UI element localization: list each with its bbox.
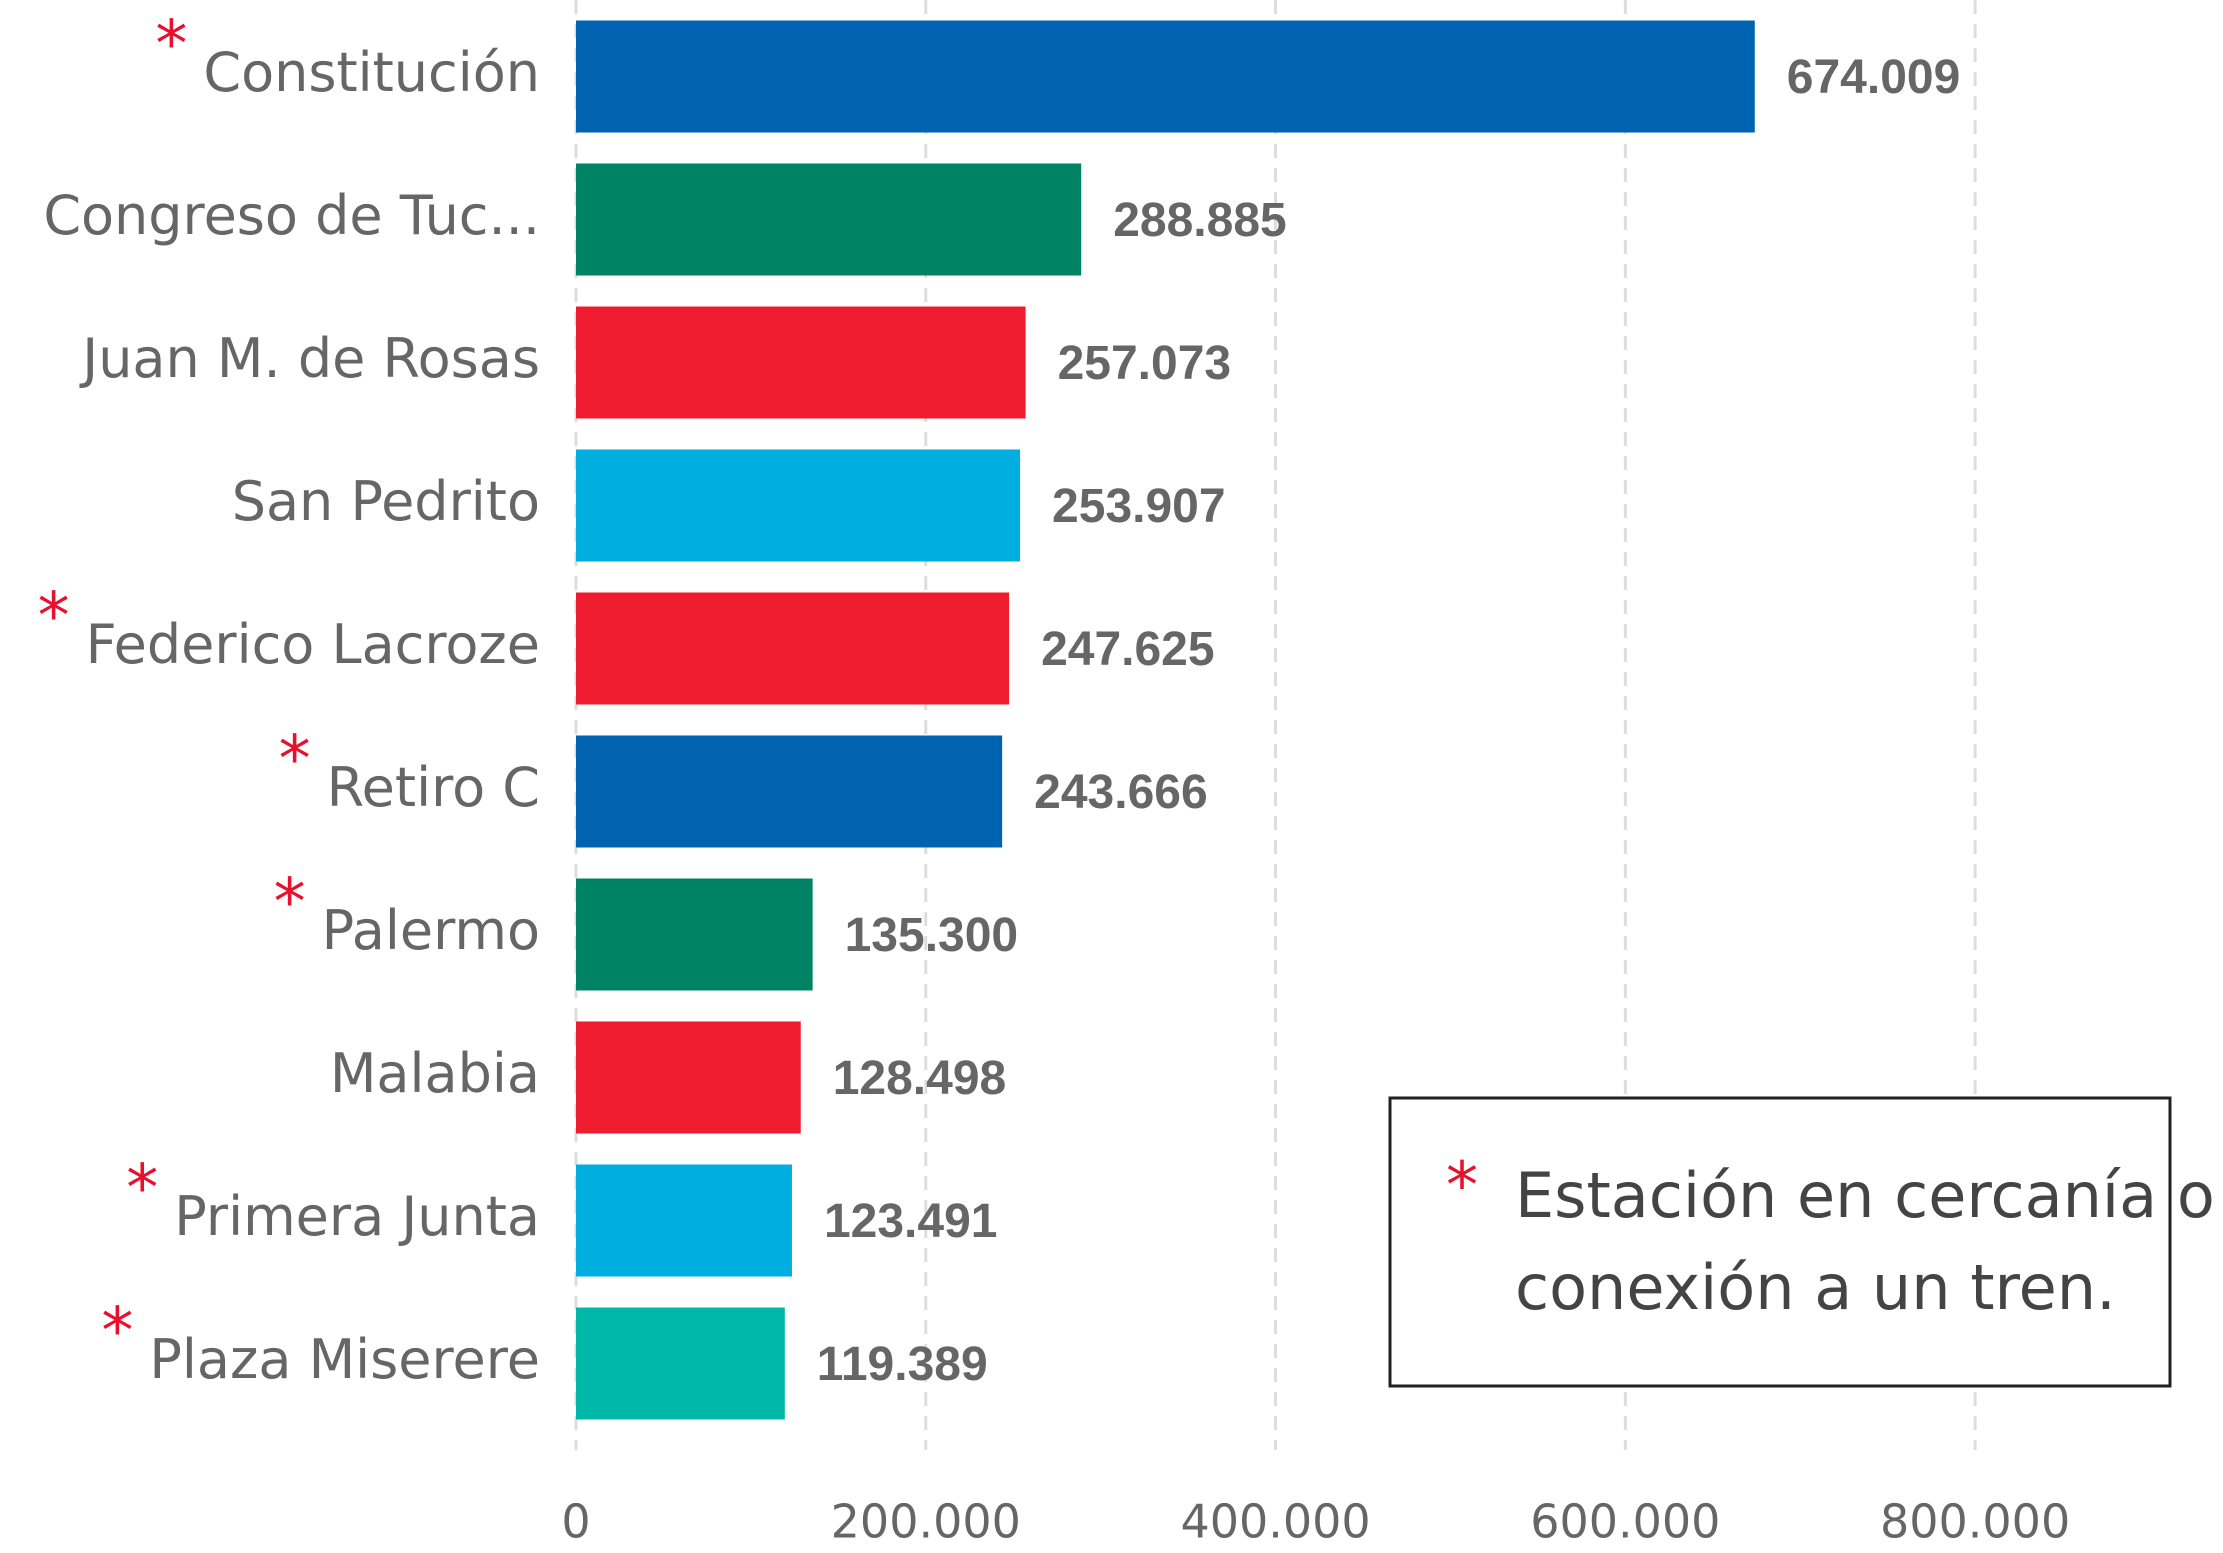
x-tick-label: 0 bbox=[561, 1495, 590, 1549]
bar bbox=[576, 592, 1010, 705]
bar bbox=[576, 1164, 792, 1277]
marker: * bbox=[126, 1152, 158, 1226]
value-label: 128.498 bbox=[833, 1052, 1007, 1105]
y-tick-label: Palermo bbox=[322, 899, 540, 962]
bar bbox=[576, 1307, 785, 1420]
marker: * bbox=[155, 8, 187, 82]
legend-text: Estación en cercanía o con bbox=[1515, 1159, 2223, 1232]
value-label: 119.389 bbox=[817, 1338, 988, 1391]
bar bbox=[576, 735, 1003, 848]
bar bbox=[576, 20, 1755, 133]
marker: * bbox=[279, 723, 311, 797]
value-label: 674.009 bbox=[1787, 51, 1961, 104]
x-tick-label: 400.000 bbox=[1180, 1495, 1370, 1549]
value-label: 288.885 bbox=[1113, 194, 1287, 247]
y-tick-label: Primera Junta bbox=[174, 1185, 540, 1248]
y-tick-label: Federico Lacroze bbox=[86, 613, 540, 676]
bar bbox=[576, 1021, 801, 1134]
y-tick-label: Plaza Miserere bbox=[149, 1328, 540, 1391]
x-tick-label: 800.000 bbox=[1880, 1495, 2070, 1549]
y-tick-label: Constitución bbox=[203, 41, 540, 104]
value-label: 123.491 bbox=[824, 1195, 998, 1248]
bar bbox=[576, 163, 1082, 276]
legend-marker: * bbox=[1446, 1150, 1478, 1224]
value-label: 135.300 bbox=[845, 909, 1019, 962]
value-label: 253.907 bbox=[1052, 480, 1226, 533]
bar bbox=[576, 306, 1026, 419]
y-tick-label: Congreso de Tuc... bbox=[43, 184, 540, 247]
x-tick-label: 600.000 bbox=[1530, 1495, 1720, 1549]
y-tick-label: Juan M. de Rosas bbox=[79, 327, 540, 390]
legend-box bbox=[1388, 1096, 2172, 1388]
marker: * bbox=[274, 866, 306, 940]
bar bbox=[576, 449, 1021, 562]
value-label: 247.625 bbox=[1041, 623, 1215, 676]
marker: * bbox=[38, 580, 70, 654]
marker: * bbox=[101, 1295, 133, 1369]
bar bbox=[576, 878, 813, 991]
y-tick-label: Retiro C bbox=[327, 756, 540, 819]
x-tick-label: 200.000 bbox=[831, 1495, 1021, 1549]
value-label: 257.073 bbox=[1058, 337, 1232, 390]
value-label: 243.666 bbox=[1034, 766, 1208, 819]
y-tick-label: Malabia bbox=[330, 1042, 540, 1105]
y-tick-label: San Pedrito bbox=[232, 470, 540, 533]
legend-text: conexión a un tren. bbox=[1515, 1251, 2116, 1324]
